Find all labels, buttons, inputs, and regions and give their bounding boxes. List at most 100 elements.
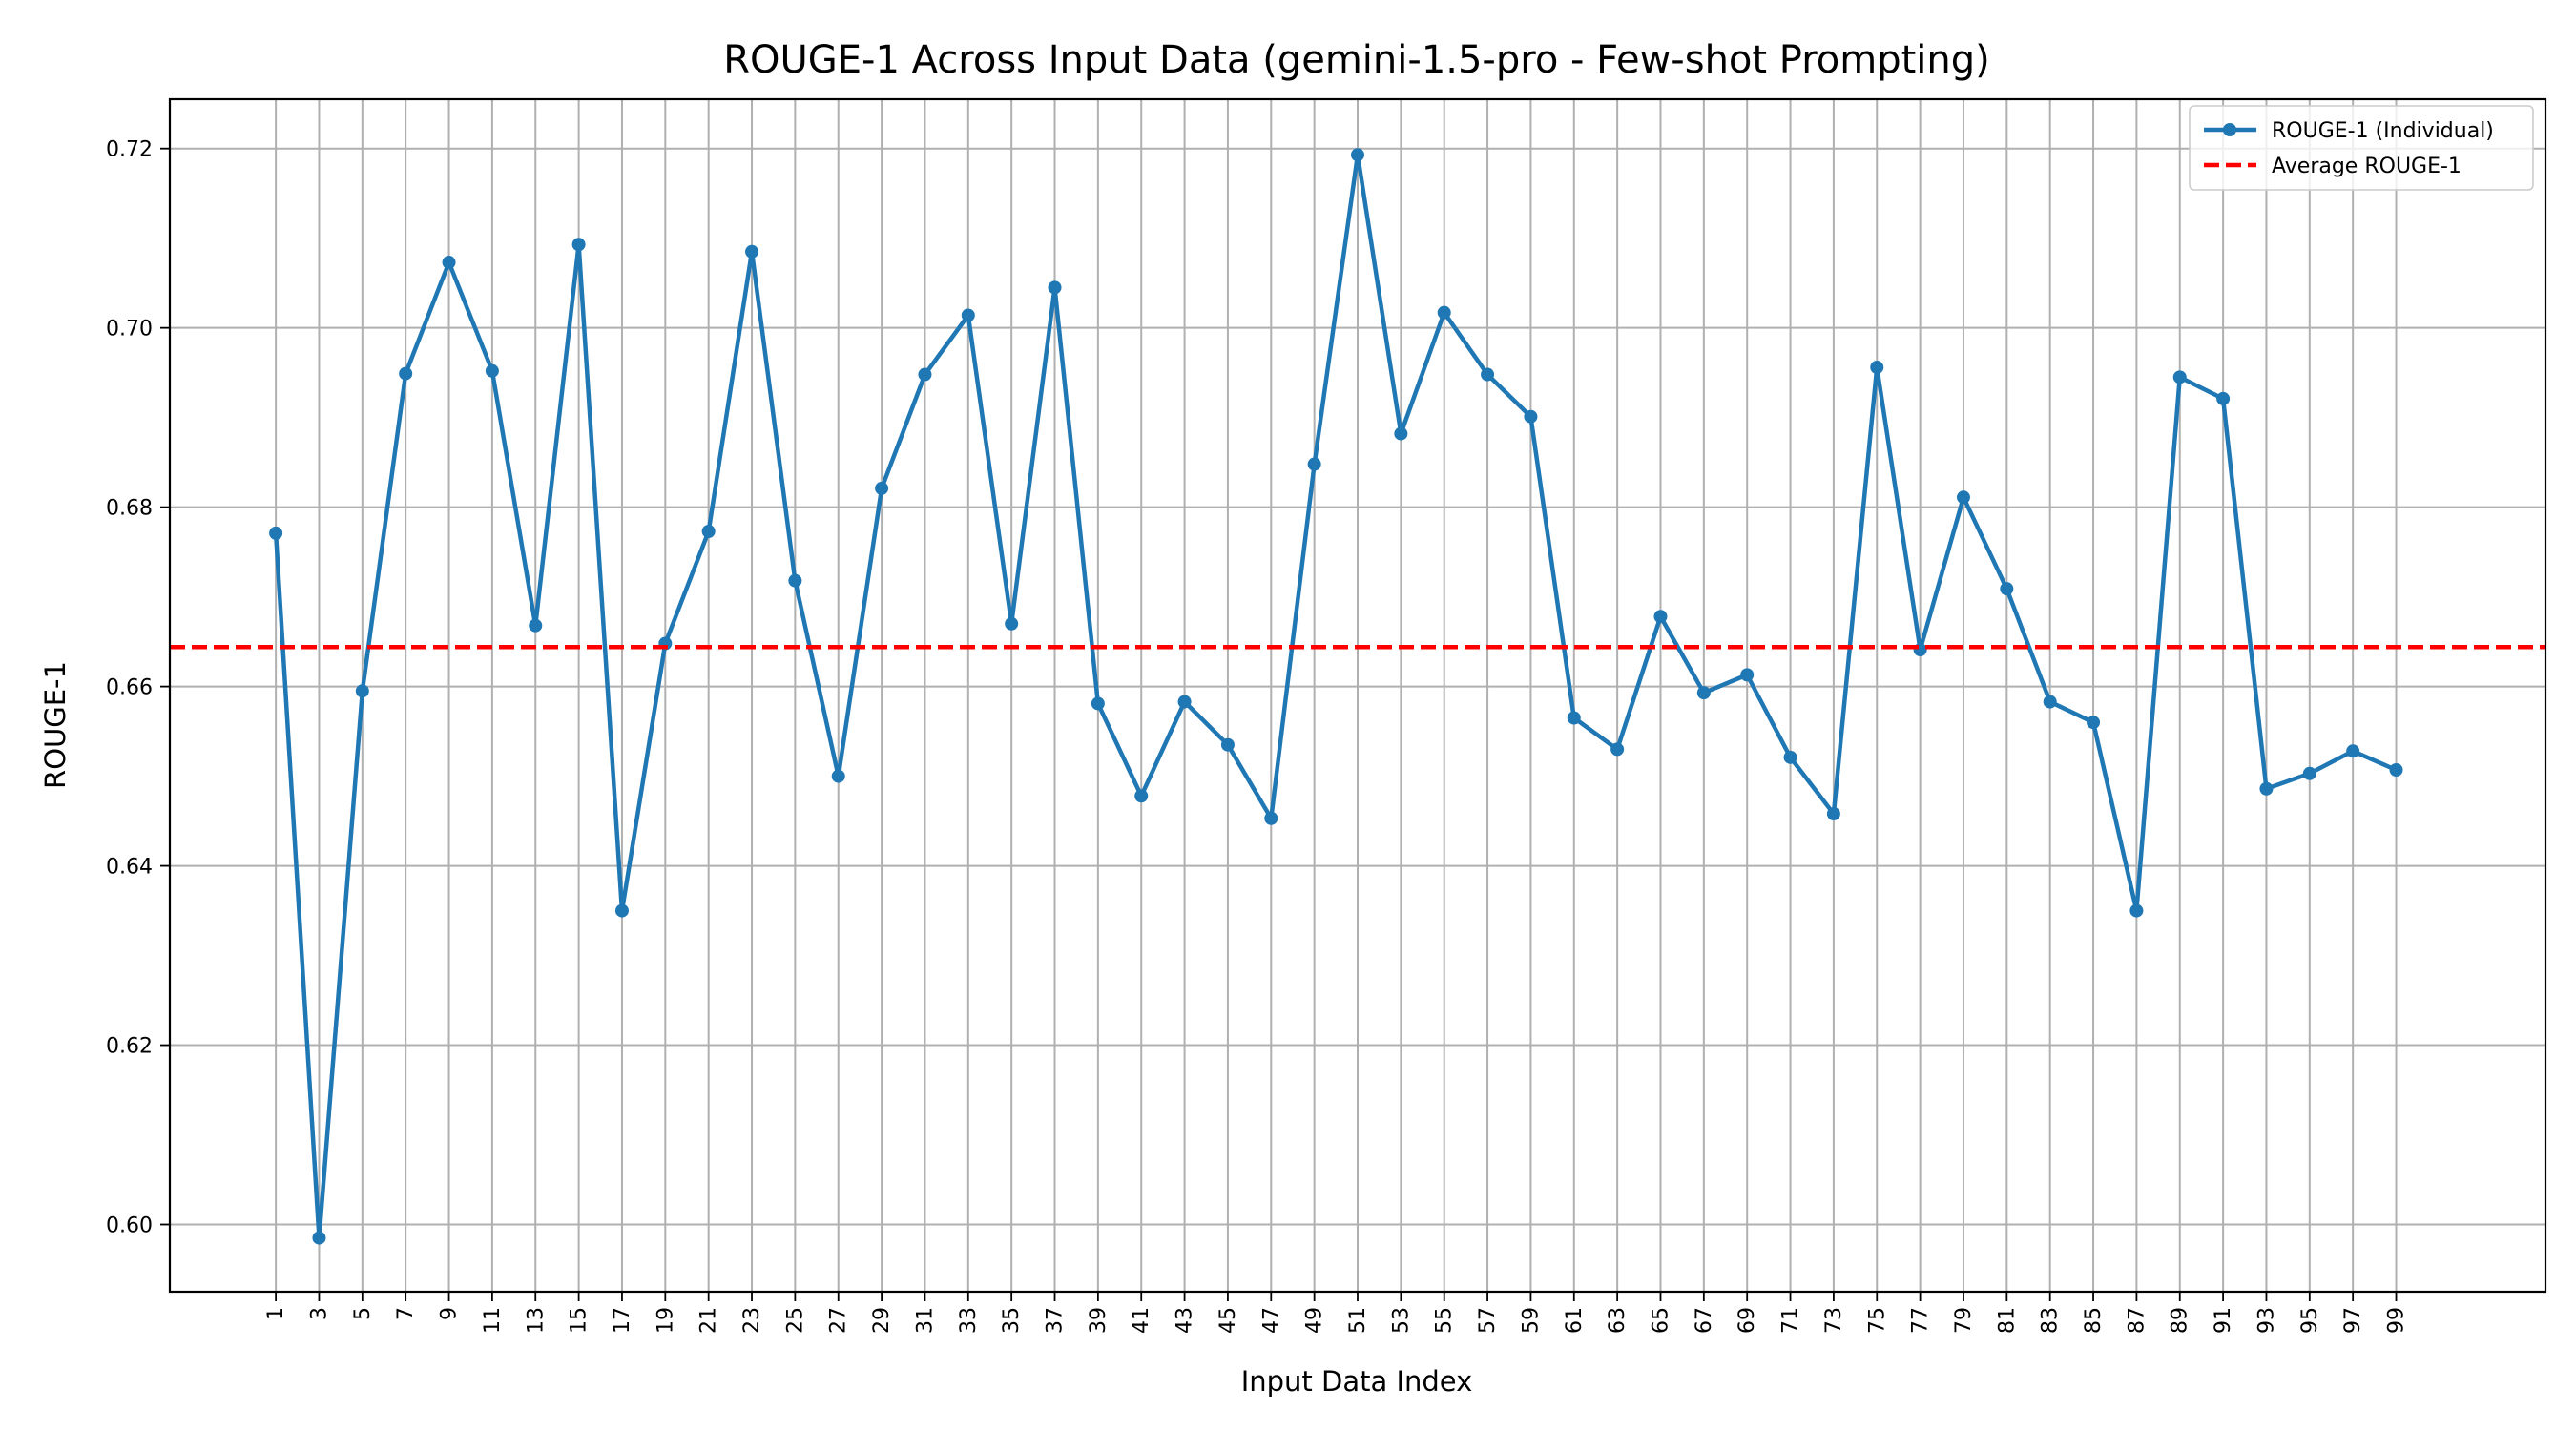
data-point <box>571 238 586 252</box>
series-layer <box>170 148 2545 1245</box>
data-point <box>1870 361 1884 375</box>
x-tick-label: 19 <box>654 1307 677 1334</box>
x-tick-label: 71 <box>1779 1307 1803 1334</box>
data-point <box>2000 582 2014 596</box>
data-point <box>529 618 543 633</box>
x-tick-label: 77 <box>1909 1307 1933 1334</box>
x-tick-label: 27 <box>827 1307 851 1334</box>
data-point <box>1524 409 1538 424</box>
data-point <box>918 367 932 382</box>
x-tick-label: 87 <box>2125 1307 2149 1334</box>
x-tick-label: 35 <box>1000 1307 1024 1334</box>
data-point <box>1567 711 1581 725</box>
legend-label-individual: ROUGE-1 (Individual) <box>2272 119 2494 143</box>
x-tick-label: 49 <box>1303 1307 1327 1334</box>
x-tick-label: 7 <box>394 1307 418 1320</box>
data-point <box>312 1231 326 1245</box>
data-point <box>1264 811 1278 825</box>
data-point <box>1005 616 1019 631</box>
x-tick-label: 15 <box>568 1307 592 1334</box>
x-tick-label: 91 <box>2212 1307 2235 1334</box>
x-tick-label: 63 <box>1606 1307 1630 1334</box>
data-point <box>1740 668 1755 682</box>
x-tick-label: 79 <box>1952 1307 1976 1334</box>
x-tick-label: 43 <box>1174 1307 1197 1334</box>
data-point <box>1696 686 1711 700</box>
data-point <box>1134 789 1149 803</box>
data-point <box>1394 426 1408 441</box>
data-point <box>1091 696 1105 711</box>
data-point <box>1351 148 1364 162</box>
data-point <box>2172 370 2187 384</box>
x-tick-label: 97 <box>2341 1307 2365 1334</box>
y-tick-label: 0.64 <box>106 856 153 880</box>
y-tick-label: 0.70 <box>106 318 153 342</box>
x-tick-label: 59 <box>1519 1307 1543 1334</box>
chart-title: ROUGE-1 Across Input Data (gemini-1.5-pr… <box>723 38 1990 82</box>
x-tick-label: 25 <box>783 1307 807 1334</box>
data-point <box>1956 490 1970 505</box>
data-point <box>1220 737 1235 752</box>
data-point <box>1481 367 1495 382</box>
data-point <box>1610 742 1625 757</box>
x-tick-label: 95 <box>2298 1307 2322 1334</box>
x-tick-label: 9 <box>438 1307 462 1320</box>
x-tick-label: 51 <box>1346 1307 1370 1334</box>
x-tick-label: 23 <box>740 1307 764 1334</box>
x-tick-label: 93 <box>2254 1307 2278 1334</box>
data-point <box>355 684 369 698</box>
x-tick-label: 37 <box>1044 1307 1068 1334</box>
data-point <box>961 308 975 322</box>
data-point <box>1177 695 1192 709</box>
data-point <box>1307 457 1321 471</box>
x-tick-label: 21 <box>697 1307 721 1334</box>
data-point <box>1783 750 1797 764</box>
data-point <box>2346 744 2360 758</box>
data-point <box>1048 280 1062 295</box>
grid-lines <box>170 99 2545 1292</box>
data-point <box>485 363 499 378</box>
x-tick-label: 1 <box>264 1307 288 1320</box>
x-tick-label: 33 <box>957 1307 981 1334</box>
y-tick-label: 0.68 <box>106 497 153 521</box>
legend-marker-individual <box>2223 123 2236 136</box>
x-tick-label: 61 <box>1563 1307 1587 1334</box>
x-tick-label: 83 <box>2039 1307 2063 1334</box>
data-point <box>2389 763 2403 778</box>
legend: ROUGE-1 (Individual) Average ROUGE-1 <box>2189 105 2534 191</box>
data-point <box>2087 716 2101 730</box>
y-tick-label: 0.66 <box>106 676 153 700</box>
data-point <box>442 256 456 270</box>
x-axis-label: Input Data Index <box>1241 1365 1473 1398</box>
x-tick-label: 67 <box>1693 1307 1716 1334</box>
x-tick-label: 57 <box>1476 1307 1500 1334</box>
data-point <box>2259 781 2274 796</box>
data-point <box>1826 807 1840 821</box>
data-point <box>614 903 629 918</box>
y-tick-label: 0.72 <box>106 138 153 162</box>
legend-box <box>2189 105 2534 191</box>
legend-label-average: Average ROUGE-1 <box>2272 155 2462 178</box>
x-tick-label: 73 <box>1822 1307 1846 1334</box>
data-point <box>1653 610 1668 624</box>
x-tick-label: 41 <box>1130 1307 1153 1334</box>
y-tick-label: 0.62 <box>106 1035 153 1059</box>
x-tick-label: 69 <box>1735 1307 1759 1334</box>
data-point <box>269 526 283 540</box>
x-tick-label: 13 <box>524 1307 548 1334</box>
x-tick-label: 31 <box>913 1307 937 1334</box>
x-tick-label: 3 <box>307 1307 331 1320</box>
data-point <box>2129 903 2144 918</box>
data-point <box>831 769 845 783</box>
y-axis-label: ROUGE-1 <box>39 661 72 789</box>
x-tick-label: 53 <box>1389 1307 1413 1334</box>
x-tick-label: 55 <box>1433 1307 1457 1334</box>
x-tick-label: 99 <box>2385 1307 2409 1334</box>
x-tick-label: 47 <box>1259 1307 1283 1334</box>
data-point <box>875 481 889 495</box>
x-tick-label: 81 <box>1995 1307 2019 1334</box>
x-tick-label: 5 <box>351 1307 375 1320</box>
x-tick-label: 39 <box>1087 1307 1111 1334</box>
x-tick-label: 45 <box>1216 1307 1240 1334</box>
